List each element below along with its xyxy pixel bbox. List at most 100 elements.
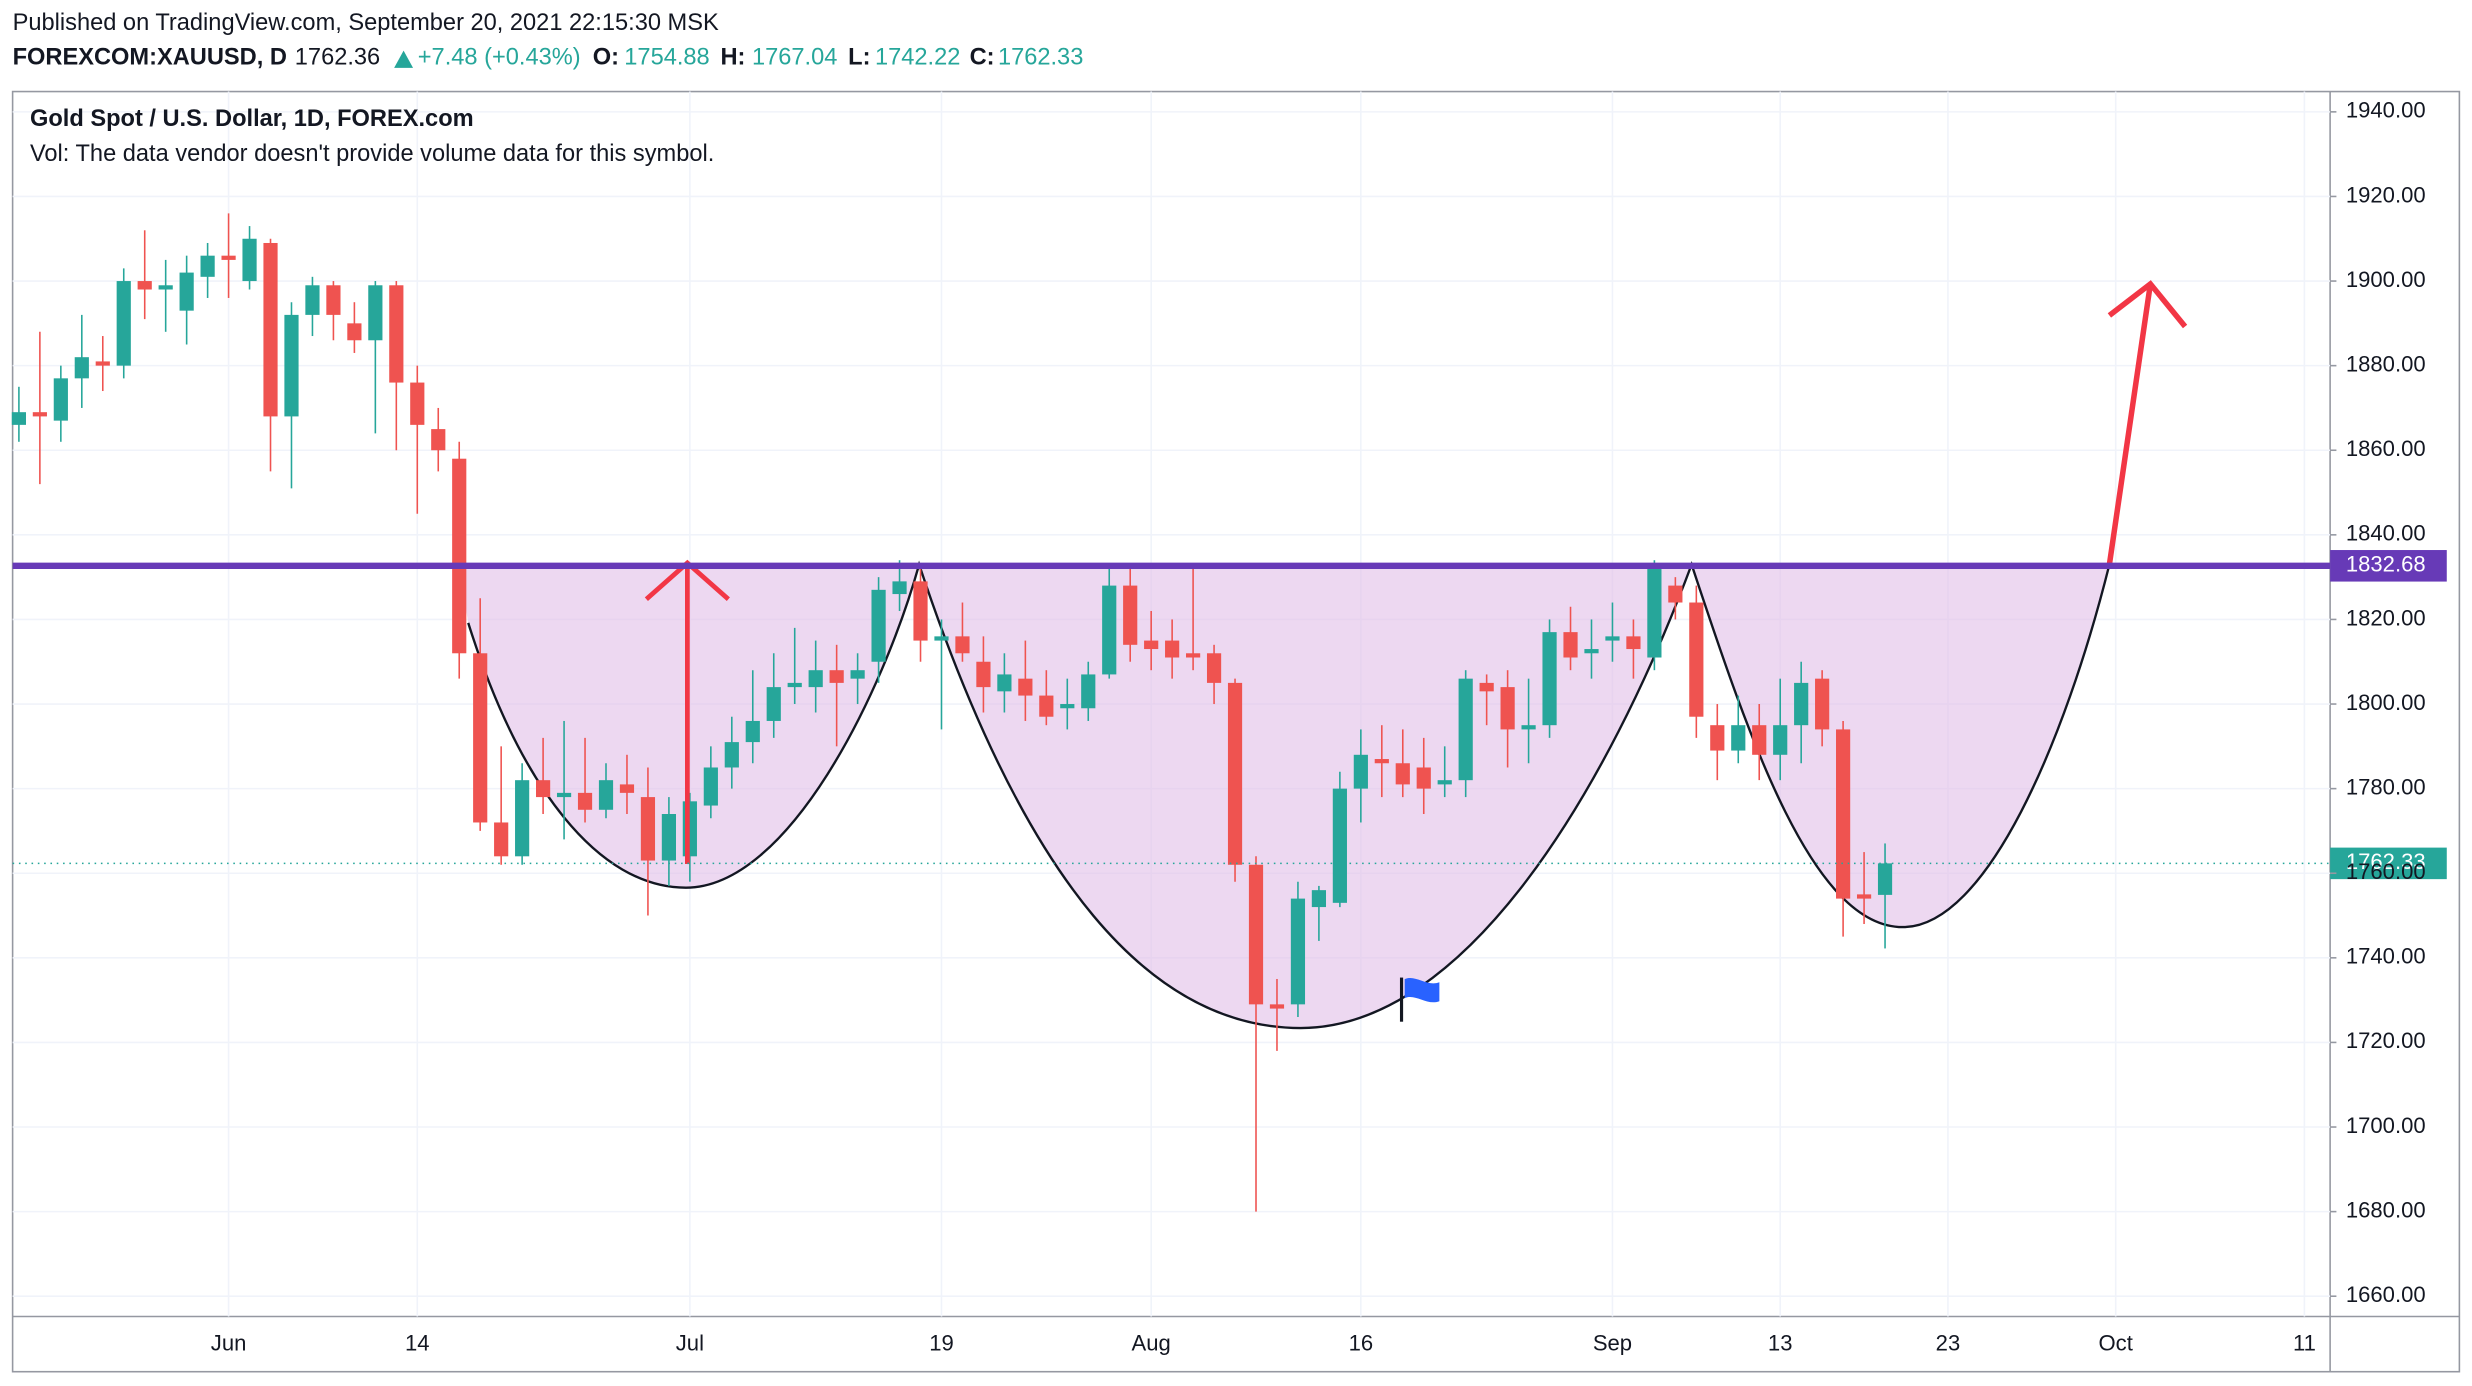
candle-body <box>410 382 425 425</box>
candle-body <box>95 361 110 366</box>
x-tick-label: Jul <box>676 1331 704 1356</box>
candle-body <box>976 661 991 688</box>
y-tick-label: 1920.00 <box>2346 182 2426 207</box>
chart-subtitle: Vol: The data vendor doesn't provide vol… <box>30 141 714 167</box>
candle-body <box>284 314 299 417</box>
low: 1742.22 <box>875 45 960 71</box>
candle-body <box>1584 649 1599 654</box>
candle-body <box>1206 653 1222 683</box>
x-tick-label: 19 <box>929 1331 954 1356</box>
candle-body <box>1290 898 1306 1005</box>
last-price-label: 1762.33 <box>2346 849 2426 874</box>
candle-body <box>1081 674 1096 709</box>
flag <box>1404 978 1440 1003</box>
candle-body <box>808 670 823 688</box>
candle-body <box>1773 725 1788 755</box>
candle-body <box>619 784 635 793</box>
candle-body <box>326 285 341 315</box>
close-label: C: <box>970 45 995 71</box>
candle-body <box>1437 780 1452 785</box>
chart-title: Gold Spot / U.S. Dollar, 1D, FOREX.com <box>30 106 474 132</box>
candle-body <box>221 255 236 260</box>
candle-body <box>347 323 362 341</box>
candle-body <box>1500 687 1515 730</box>
candle-body <box>53 378 68 421</box>
x-tick-label: 13 <box>1768 1331 1793 1356</box>
candle-body <box>598 780 614 810</box>
y-tick-label: 1680.00 <box>2346 1197 2426 1222</box>
x-tick-label: 11 <box>2293 1331 2316 1356</box>
candle-body <box>829 670 844 683</box>
candle-body <box>305 285 320 315</box>
candle-body <box>745 720 760 743</box>
candle-body <box>1039 695 1054 717</box>
candle-body <box>1689 602 1704 717</box>
candle-body <box>1353 754 1368 789</box>
candle-body <box>200 255 215 277</box>
cup-outline <box>467 560 2111 1030</box>
candle-body <box>1227 682 1243 865</box>
candle-body <box>263 242 278 417</box>
candle-body <box>787 682 802 688</box>
x-tick-label: Jun <box>211 1331 247 1356</box>
up-icon <box>394 50 414 68</box>
candle-body <box>1374 759 1389 764</box>
candle-body <box>1311 890 1327 908</box>
candle-body <box>515 780 530 857</box>
candle-body <box>1668 585 1683 603</box>
change: +7.48 (+0.43%) <box>418 45 581 71</box>
y-tick-label: 1800.00 <box>2346 690 2426 715</box>
y-tick-label: 1820.00 <box>2346 605 2426 630</box>
candle-body <box>1815 678 1830 730</box>
candle-body <box>116 281 131 366</box>
y-tick-label: 1780.00 <box>2346 774 2426 799</box>
x-tick-label: Aug <box>1132 1331 1171 1356</box>
frame <box>11 90 2461 1373</box>
candle-body <box>892 581 907 595</box>
overlay: 1832.68 1762.33 <box>12 550 2447 880</box>
candle-body <box>955 636 970 654</box>
y-tick-label: 1940.00 <box>2346 98 2426 123</box>
candles <box>11 213 1893 1212</box>
annotations <box>644 280 2188 1022</box>
candle-body <box>1102 585 1117 675</box>
close: 1762.33 <box>998 45 1083 71</box>
candle-body <box>1123 585 1138 645</box>
symbol: FOREXCOM:XAUUSD, D <box>13 45 287 71</box>
candle-body <box>703 767 718 806</box>
candle-body <box>536 780 551 798</box>
candle-body <box>1521 725 1536 730</box>
candle-body <box>913 581 928 641</box>
candle-body <box>661 814 677 861</box>
candle-body <box>1269 1004 1285 1009</box>
x-tick-label: Sep <box>1593 1331 1632 1356</box>
candle-body <box>431 429 446 451</box>
candle-body <box>682 801 697 857</box>
low-label: L: <box>848 45 870 71</box>
candle-body <box>1416 767 1431 789</box>
x-tick-label: 14 <box>405 1331 430 1356</box>
candle-body <box>850 670 865 679</box>
last-price-box <box>2330 847 2447 880</box>
y-tick-label: 1860.00 <box>2346 436 2426 461</box>
candle-body <box>1647 568 1662 658</box>
candle-body <box>242 238 257 282</box>
candle-body <box>1605 636 1620 641</box>
candle-body <box>452 458 467 654</box>
candle-body <box>1731 725 1746 751</box>
candle-body <box>137 281 152 290</box>
candle-body <box>577 792 593 810</box>
y-tick-label: 1720.00 <box>2346 1028 2426 1053</box>
candle-body <box>1794 682 1809 726</box>
candle-body <box>1563 632 1578 658</box>
candle-body <box>494 822 509 857</box>
candle-body <box>724 742 739 768</box>
candle-body <box>997 674 1012 692</box>
open-label: O: <box>593 45 619 71</box>
pattern <box>458 560 2111 1030</box>
y-tick-label: 1840.00 <box>2346 521 2426 546</box>
candle-body <box>1710 725 1725 751</box>
x-tick-label: 23 <box>1936 1331 1961 1356</box>
candle-body <box>368 285 383 341</box>
x-tick-label: Oct <box>2099 1331 2133 1356</box>
